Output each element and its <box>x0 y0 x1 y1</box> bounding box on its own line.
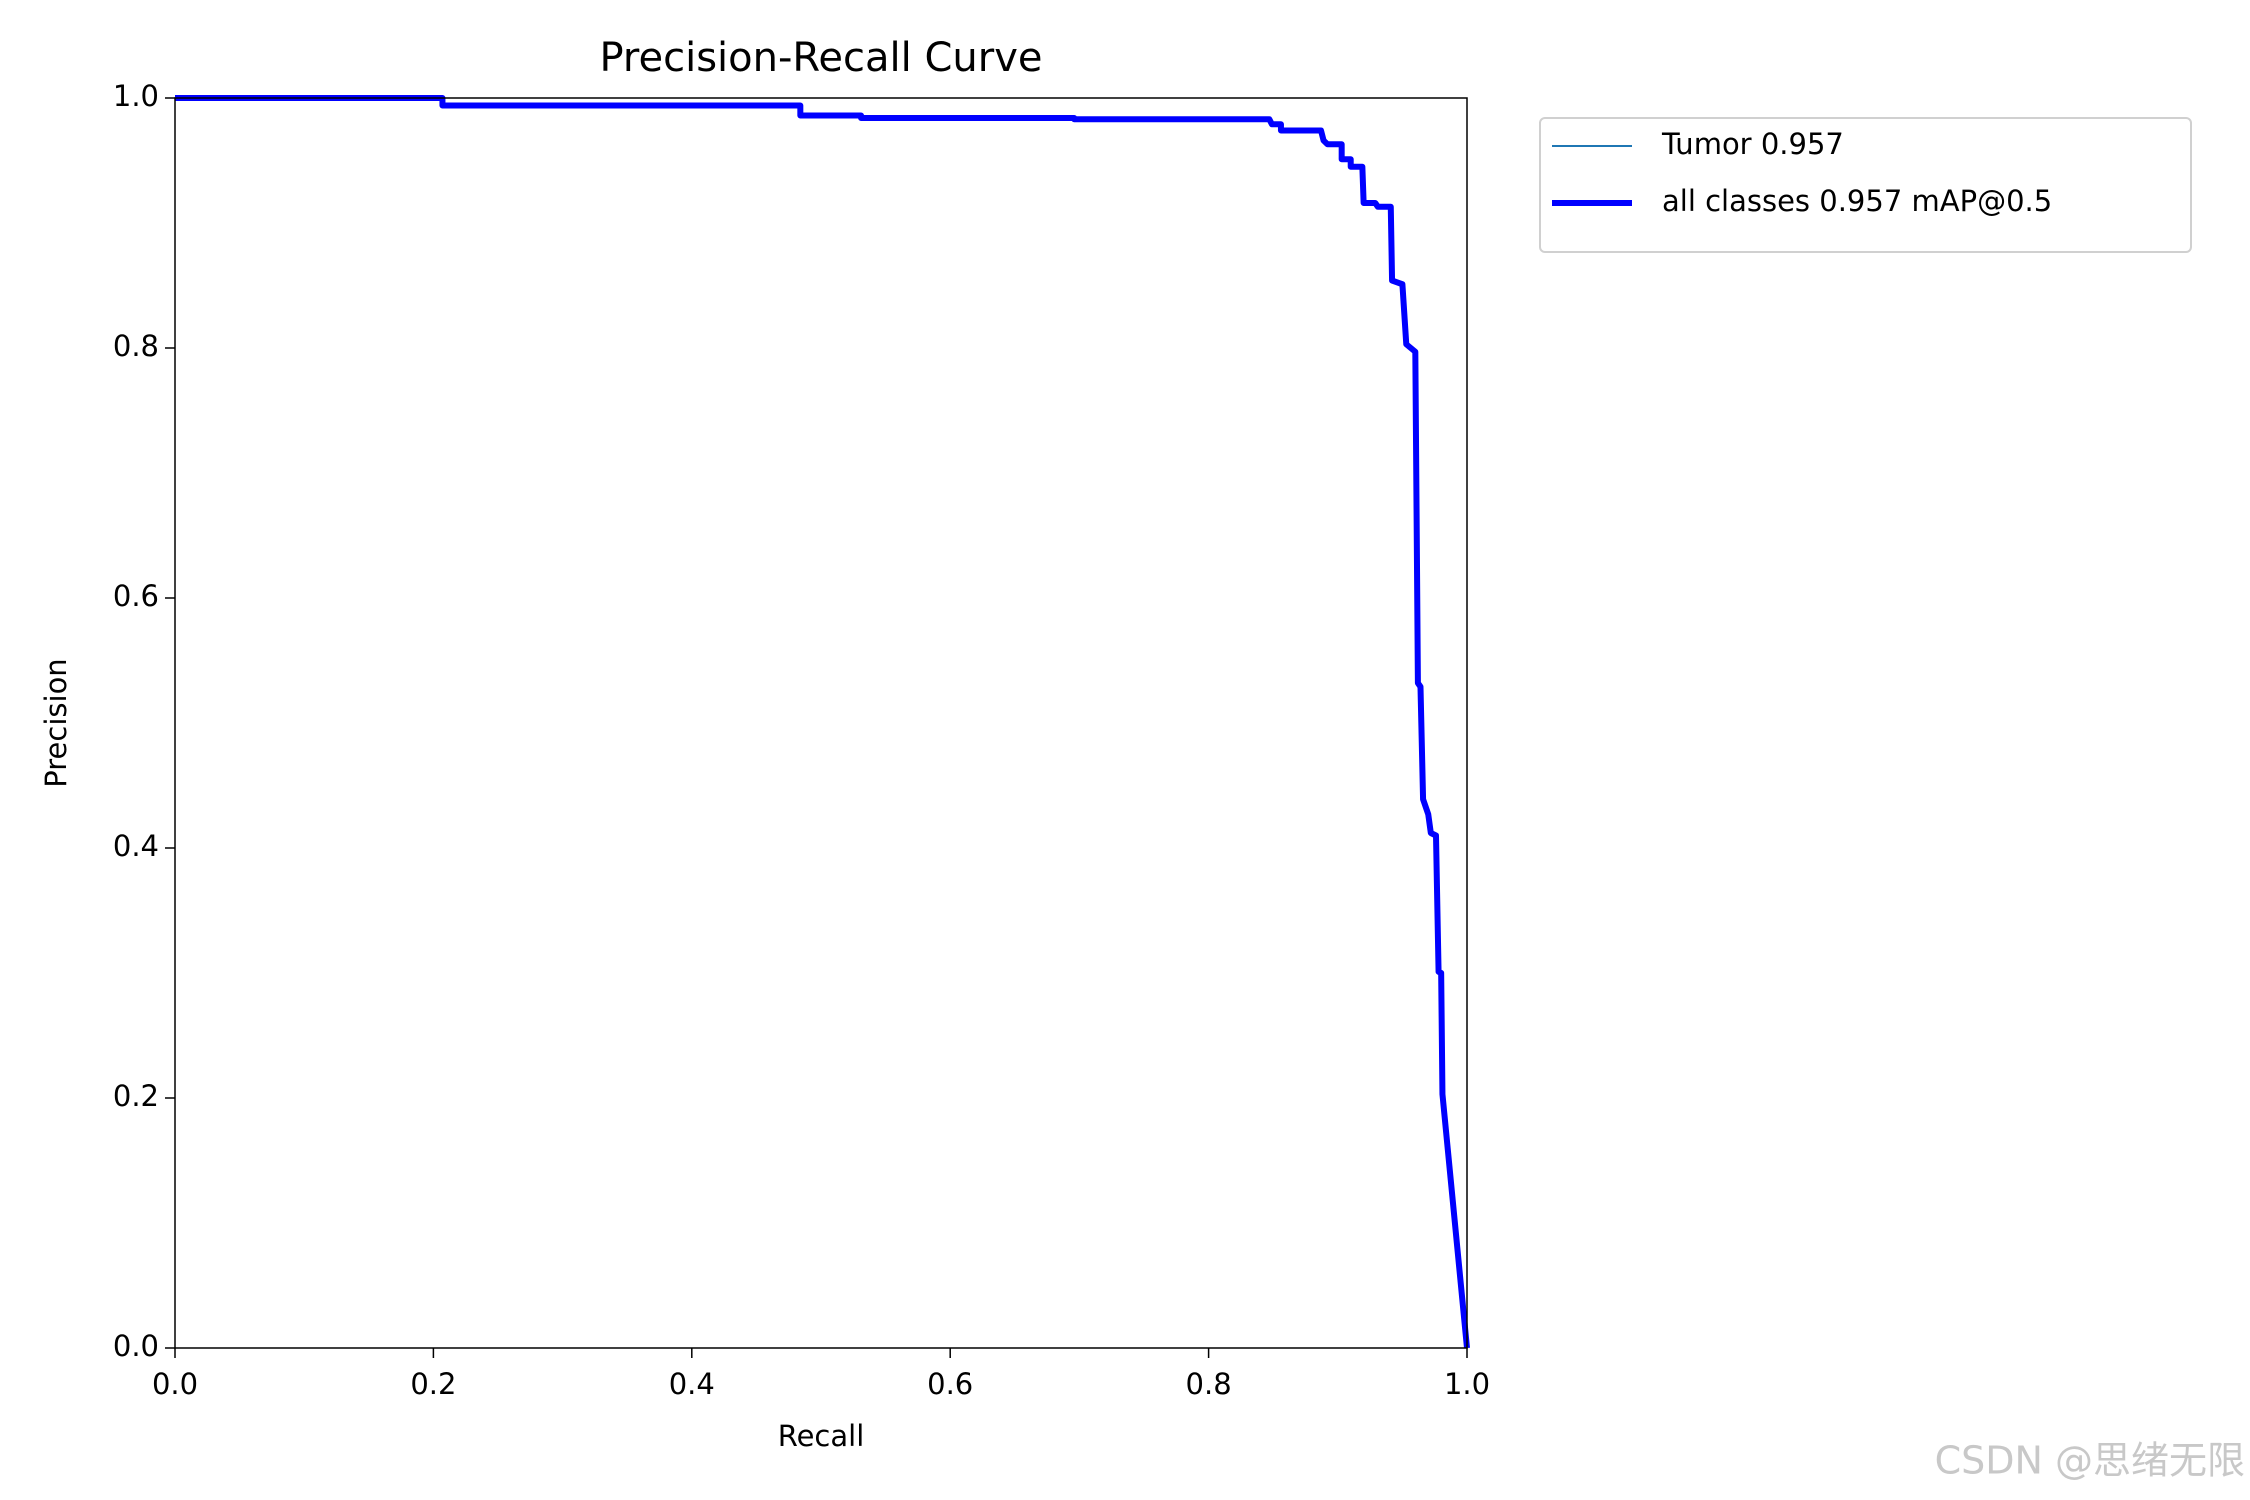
legend-box <box>1539 117 2192 253</box>
y-tick-label: 0.0 <box>113 1329 159 1363</box>
x-tick-label: 0.8 <box>1186 1367 1232 1401</box>
y-tick-label: 0.2 <box>113 1079 159 1113</box>
y-tick-label: 0.4 <box>113 829 159 863</box>
plot-frame <box>174 97 1468 1349</box>
legend-label: all classes 0.957 mAP@0.5 <box>1662 184 2052 218</box>
x-tick-label: 0.4 <box>669 1367 715 1401</box>
watermark: CSDN @思绪无限 <box>1935 1439 2245 1483</box>
legend-label: Tumor 0.957 <box>1661 127 1844 161</box>
x-tick-label: 0.6 <box>927 1367 973 1401</box>
y-tick-label: 1.0 <box>113 79 159 113</box>
x-tick-label: 1.0 <box>1444 1367 1490 1401</box>
pr-curve <box>175 97 1468 1349</box>
y-tick-label: 0.8 <box>113 329 159 363</box>
y-axis-label: Precision <box>39 658 73 787</box>
x-tick-label: 0.0 <box>152 1367 198 1401</box>
chart-title: Precision-Recall Curve <box>600 35 1043 81</box>
x-axis-label: Recall <box>778 1419 865 1453</box>
y-tick-label: 0.6 <box>113 579 159 613</box>
pr-curve <box>175 95 1470 1349</box>
x-tick-label: 0.2 <box>410 1367 456 1401</box>
